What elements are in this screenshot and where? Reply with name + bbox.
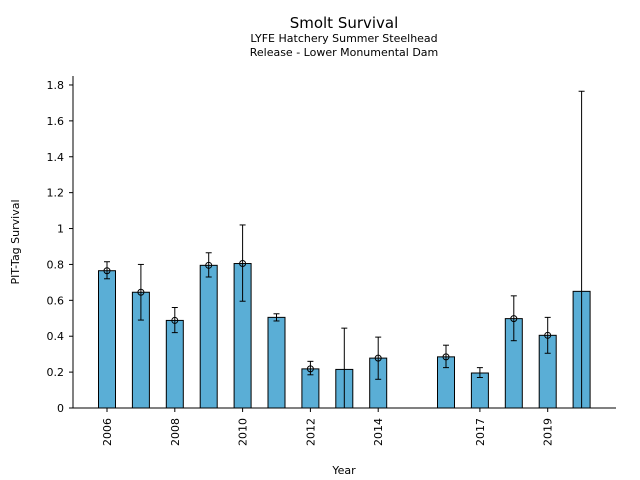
point-marker (205, 261, 213, 269)
x-tick-label: 2017 (474, 418, 487, 446)
x-tick-label: 2008 (169, 418, 182, 446)
chart-subtitle-line-2: Release - Lower Monumental Dam (250, 46, 439, 59)
bar (267, 316, 286, 409)
y-tick-label: 0.6 (47, 294, 65, 307)
bar (98, 270, 116, 409)
point-marker (171, 316, 179, 324)
y-tick-label: 0.8 (47, 258, 65, 271)
plot-area: 0 0.2 0.4 0.6 0.8 1 1.2 1.4 1.6 1.8 2006 2008 2010 20… (47, 76, 616, 446)
x-tick-label: 2012 (304, 418, 317, 446)
point-marker (544, 331, 552, 339)
y-tick-label: 1.4 (47, 151, 65, 164)
point-marker (103, 267, 111, 275)
y-tick-label: 0 (57, 402, 64, 415)
x-tick-label: 2019 (542, 418, 555, 446)
chart-title: Smolt Survival (290, 14, 399, 32)
y-tick-label: 1.6 (47, 115, 65, 128)
x-tick-label: 2006 (101, 418, 114, 446)
point-marker (442, 353, 450, 361)
point-marker (306, 365, 314, 373)
bar (199, 264, 218, 409)
bar (470, 372, 489, 409)
point-marker (137, 288, 145, 296)
bar (165, 319, 184, 409)
x-tick-label: 2014 (372, 418, 385, 446)
point-marker (374, 354, 382, 362)
y-tick-label: 1.2 (47, 187, 65, 200)
x-tick-label: 2010 (237, 418, 250, 446)
y-tick-label: 0.2 (47, 366, 65, 379)
point-marker (510, 315, 518, 323)
chart-subtitle-line-1: LYFE Hatchery Summer Steelhead (250, 32, 437, 45)
y-tick-label: 1.8 (47, 79, 65, 92)
y-axis-label: PIT-Tag Survival (9, 199, 22, 284)
y-tick-label: 1 (57, 223, 64, 236)
y-tick-label: 0.4 (47, 330, 65, 343)
x-axis-label: Year (331, 464, 356, 477)
point-marker (239, 260, 247, 268)
